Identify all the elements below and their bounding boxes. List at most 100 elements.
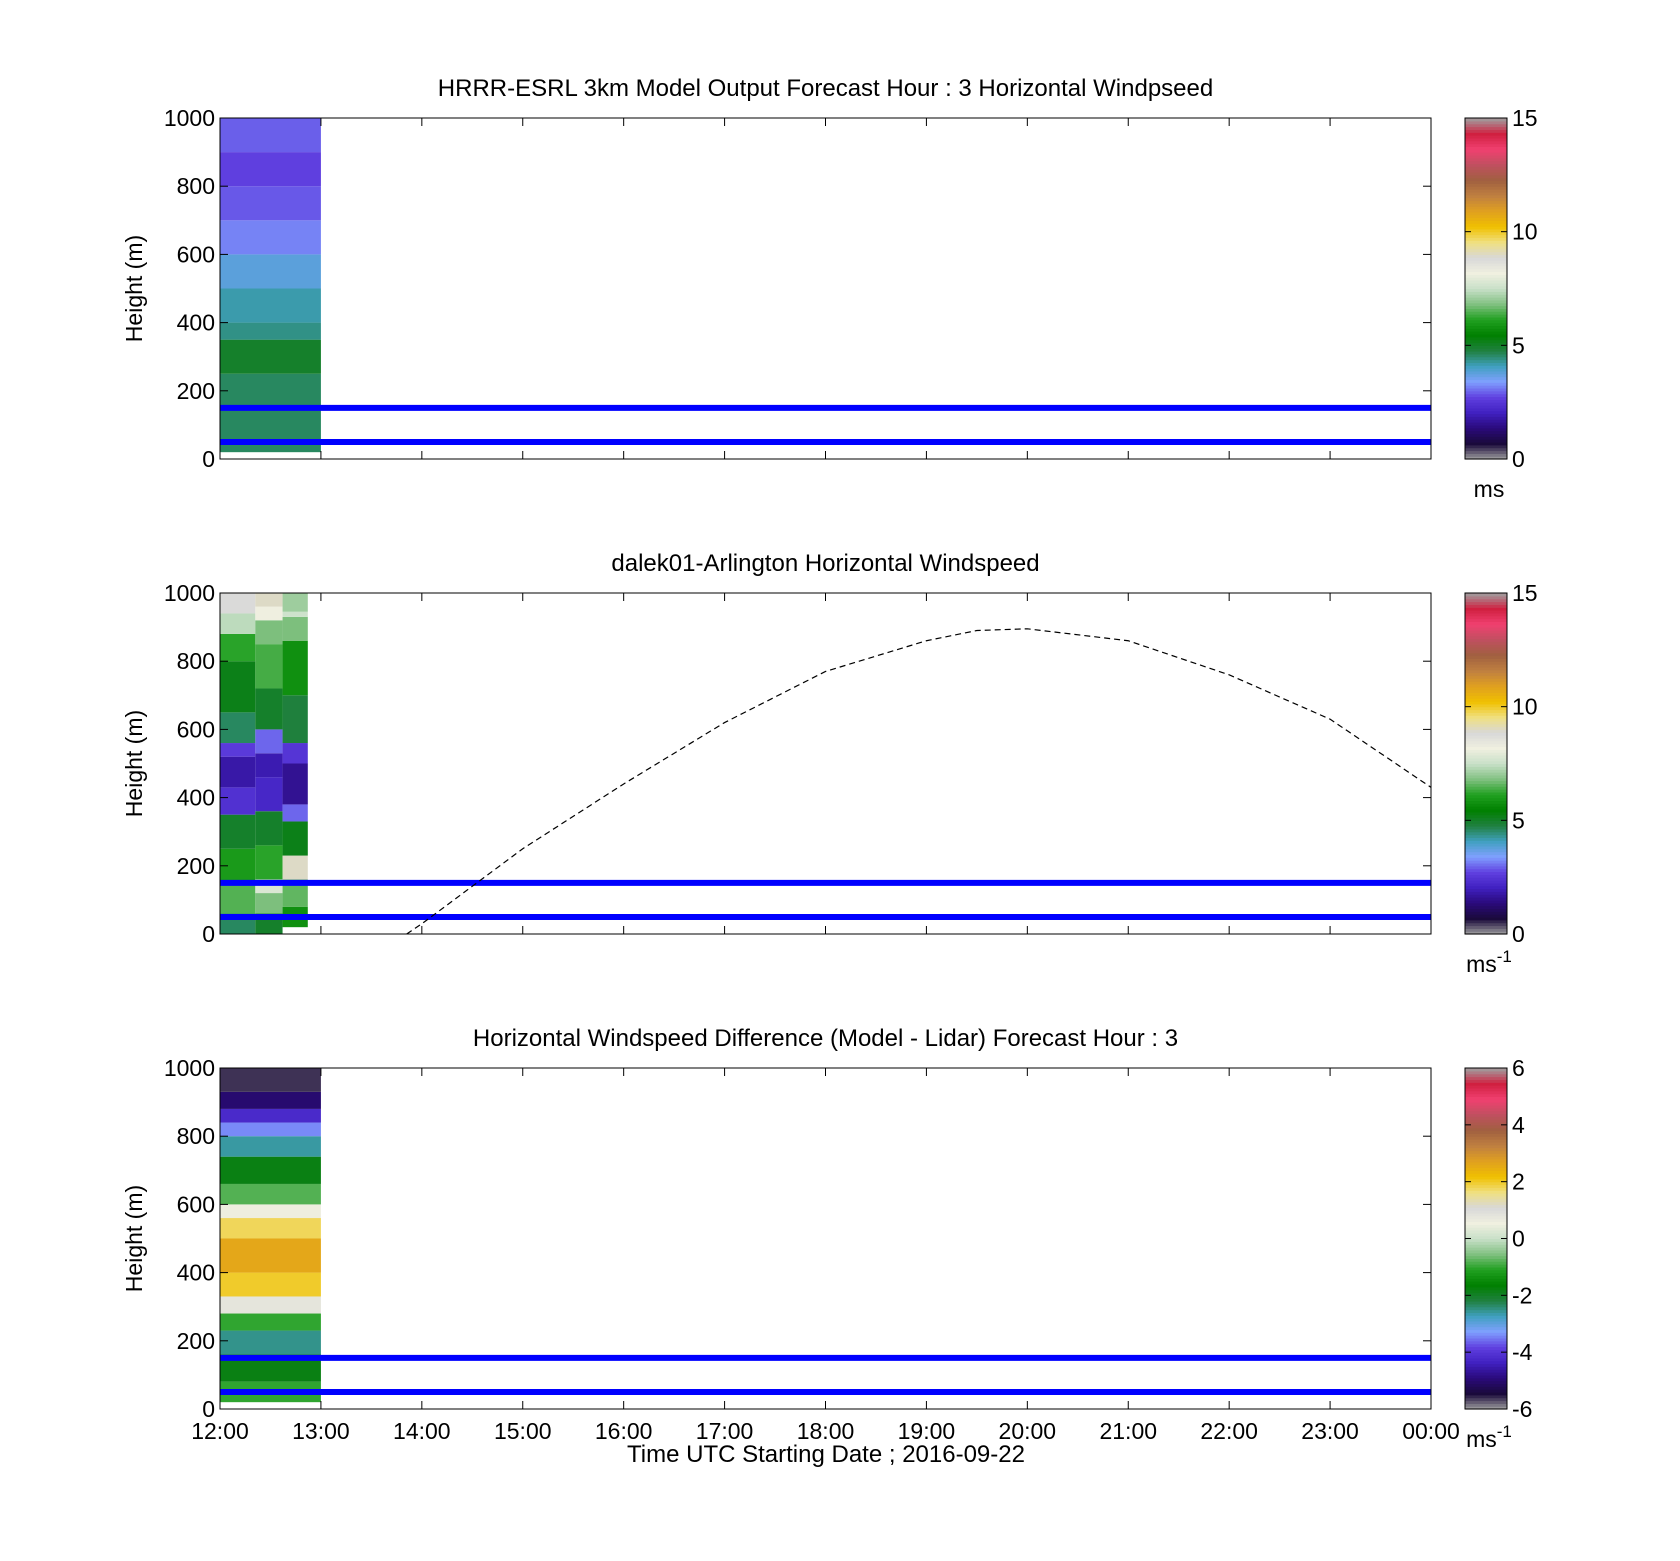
x-tick-label: 14:00 (393, 1418, 451, 1444)
colorbar-segment (1465, 1212, 1507, 1217)
panel-title: Horizontal Windspeed Difference (Model -… (473, 1025, 1178, 1052)
colorbar-segment (1465, 282, 1507, 287)
colorbar-segment (1465, 245, 1507, 250)
colorbar-segment (1465, 931, 1507, 935)
colorbar-segment (1465, 123, 1507, 128)
colorbar-segment (1465, 612, 1507, 617)
colorbar-segment (1465, 203, 1507, 207)
colorbar-segment (1465, 1366, 1507, 1370)
colorbar-segment (1465, 1258, 1507, 1262)
heatmap-cell (282, 616, 308, 641)
colorbar-segment (1465, 291, 1507, 295)
colorbar-segment (1465, 356, 1507, 361)
colorbar-segment (1465, 1133, 1507, 1137)
colorbar-tick-label: 2 (1512, 1169, 1525, 1195)
colorbar-segment (1465, 914, 1507, 918)
colorbar-segment (1465, 1141, 1507, 1146)
colorbar-segment (1465, 1241, 1507, 1245)
colorbar-segment (1465, 1124, 1507, 1129)
colorbar-segment (1465, 1218, 1507, 1223)
colorbar-segment (1465, 220, 1507, 224)
colorbar-segment (1465, 897, 1507, 901)
colorbar-segment (1465, 627, 1507, 631)
colorbar-segment (1465, 1363, 1507, 1367)
colorbar-segment (1465, 874, 1507, 878)
colorbar-segment (1465, 1400, 1507, 1404)
colorbar-segment (1465, 683, 1507, 688)
heatmap-cell (255, 688, 283, 730)
heatmap-cell (255, 845, 283, 880)
colorbar-segment (1465, 1298, 1507, 1302)
colorbar-segment (1465, 652, 1507, 657)
colorbar-unit-exponent: -1 (1497, 947, 1512, 966)
colorbar-segment (1465, 1119, 1507, 1123)
colorbar-segment (1465, 922, 1507, 927)
heatmap-cell (220, 1122, 321, 1137)
y-tick-label: 1000 (164, 1055, 215, 1081)
colorbar-segment (1465, 1244, 1507, 1248)
colorbar-segment (1465, 433, 1507, 437)
heatmap-cell (255, 811, 283, 846)
colorbar-segment (1465, 1156, 1507, 1160)
colorbar-segment (1465, 1235, 1507, 1240)
colorbar-segment (1465, 1355, 1507, 1359)
colorbar-segment (1465, 740, 1507, 745)
colorbar-segment (1465, 1337, 1507, 1342)
colorbar-segment (1465, 444, 1507, 449)
colorbar-segment (1465, 797, 1507, 802)
colorbar-segment (1465, 1107, 1507, 1112)
colorbar-segment (1465, 322, 1507, 327)
x-tick-label: 15:00 (494, 1418, 552, 1444)
colorbar-segment (1465, 1085, 1507, 1089)
colorbar-segment (1465, 1193, 1507, 1197)
colorbar-segment (1465, 698, 1507, 702)
heatmap-cell (282, 855, 308, 880)
colorbar-segment (1465, 806, 1507, 810)
colorbar-segment (1465, 268, 1507, 273)
colorbar-segment (1465, 908, 1507, 912)
colorbar-segment (1465, 791, 1507, 796)
colorbar-segment (1465, 621, 1507, 625)
colorbar-segment (1465, 862, 1507, 867)
heatmap-cell (255, 606, 283, 621)
colorbar-segment (1465, 353, 1507, 358)
colorbar-segment (1465, 709, 1507, 713)
colorbar-segment (1465, 1207, 1507, 1211)
heatmap-cell (220, 882, 256, 914)
colorbar-segment (1465, 157, 1507, 162)
heatmap-cell (255, 893, 283, 914)
colorbar-segment (1465, 271, 1507, 275)
colorbar-segment (1465, 692, 1507, 696)
colorbar-segment (1465, 129, 1507, 133)
colorbar-segment (1465, 407, 1507, 412)
heatmap-cell (220, 743, 256, 757)
colorbar-segment (1465, 393, 1507, 398)
panel-title: HRRR-ESRL 3km Model Output Forecast Hour… (438, 75, 1213, 102)
colorbar-segment (1465, 840, 1507, 844)
colorbar-segment (1465, 234, 1507, 238)
colorbar-tick-label: 5 (1512, 807, 1525, 833)
colorbar-tick-label: 10 (1512, 219, 1538, 245)
colorbar-segment (1465, 808, 1507, 813)
colorbar-segment (1465, 174, 1507, 179)
colorbar-segment (1465, 206, 1507, 210)
colorbar-segment (1465, 1127, 1507, 1132)
colorbar-segment (1465, 385, 1507, 389)
colorbar-segment (1465, 777, 1507, 782)
colorbar-segment (1465, 646, 1507, 651)
colorbar-segment (1465, 1181, 1507, 1186)
colorbar-segment (1465, 189, 1507, 193)
colorbar-segment (1465, 1266, 1507, 1271)
colorbar-segment (1465, 1161, 1507, 1166)
colorbar-segment (1465, 700, 1507, 705)
colorbar-segment (1465, 231, 1507, 236)
colorbar-segment (1465, 260, 1507, 264)
colorbar-segment (1465, 1318, 1507, 1322)
y-tick-label: 0 (202, 446, 215, 472)
colorbar-segment (1465, 831, 1507, 836)
colorbar-segment (1465, 302, 1507, 307)
colorbar-segment (1465, 422, 1507, 426)
colorbar-segment (1465, 1190, 1507, 1194)
heatmap-cell (255, 620, 283, 645)
colorbar-segment (1465, 752, 1507, 756)
